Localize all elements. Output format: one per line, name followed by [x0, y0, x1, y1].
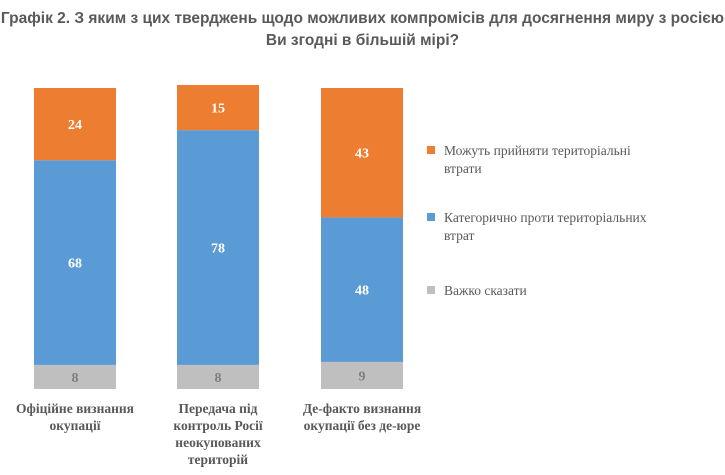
bar-segment	[321, 361, 403, 389]
data-label: 68	[68, 257, 82, 272]
bar-segment	[177, 84, 259, 131]
data-label: 78	[211, 242, 225, 257]
legend-label: Категорично проти територіальних	[444, 210, 647, 225]
category-label: окупації без де-юре	[304, 418, 421, 433]
bar-segment	[34, 88, 116, 161]
data-label: 9	[359, 369, 366, 384]
category-label: неокупованих	[175, 435, 261, 450]
bar-segment	[177, 364, 259, 389]
legend-label: Можуть прийняти територіальні	[444, 143, 631, 158]
chart-title: Графік 2. З яким з цих тверджень щодо мо…	[0, 10, 725, 49]
legend-swatch	[427, 146, 435, 154]
data-label: 15	[211, 102, 225, 117]
bar-segment	[177, 130, 259, 365]
legend-swatch	[427, 213, 435, 221]
category-label: Офіційне визнання	[16, 401, 134, 416]
legend-label: втрат	[444, 228, 474, 243]
category-label: окупації	[50, 418, 101, 433]
legend-label: Важко сказати	[444, 283, 527, 298]
bar-segment	[34, 160, 116, 365]
data-label: 24	[68, 118, 82, 133]
bar-segment	[34, 364, 116, 389]
legend-swatch	[427, 286, 435, 294]
category-label: контроль Росії	[173, 418, 262, 433]
category-label: Де-факто визнання	[303, 401, 421, 416]
data-label: 8	[215, 371, 222, 386]
legend-label: втрати	[444, 161, 482, 176]
category-label: територій	[188, 452, 248, 467]
bar-segment	[321, 88, 403, 218]
data-label: 48	[355, 284, 369, 299]
bar-segment	[321, 217, 403, 362]
data-label: 8	[72, 371, 79, 386]
category-label: Передача під	[179, 401, 258, 416]
data-label: 43	[355, 147, 369, 162]
